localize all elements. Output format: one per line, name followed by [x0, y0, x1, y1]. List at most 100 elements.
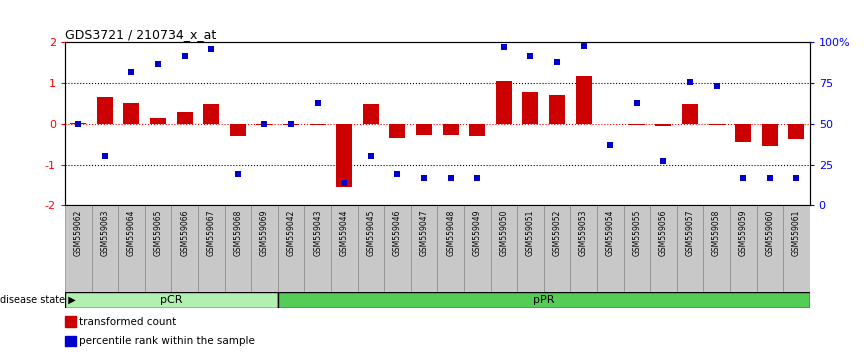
- Bar: [783, 205, 810, 292]
- Point: [337, 180, 351, 185]
- Bar: [204, 104, 219, 124]
- Text: GSM559053: GSM559053: [579, 210, 588, 256]
- Text: disease state ▶: disease state ▶: [0, 295, 75, 305]
- Bar: [336, 124, 352, 187]
- Text: GSM559057: GSM559057: [686, 210, 695, 256]
- Bar: [198, 205, 224, 292]
- Point: [630, 100, 643, 105]
- Point: [683, 79, 697, 84]
- Text: GSM559059: GSM559059: [739, 210, 747, 256]
- Bar: [363, 104, 378, 124]
- Bar: [92, 205, 118, 292]
- Bar: [757, 205, 783, 292]
- Bar: [256, 124, 273, 125]
- Bar: [150, 118, 166, 124]
- Point: [550, 59, 564, 65]
- Point: [98, 154, 112, 159]
- Point: [763, 175, 777, 181]
- Text: GSM559055: GSM559055: [632, 210, 642, 256]
- Text: GSM559047: GSM559047: [419, 210, 429, 256]
- Bar: [730, 205, 757, 292]
- Point: [284, 121, 298, 127]
- Point: [364, 154, 378, 159]
- Bar: [571, 205, 597, 292]
- Text: GSM559069: GSM559069: [260, 210, 269, 256]
- Bar: [229, 124, 246, 136]
- Point: [709, 84, 723, 89]
- Point: [736, 175, 750, 181]
- Bar: [656, 124, 671, 126]
- Point: [204, 46, 218, 52]
- Bar: [522, 92, 539, 124]
- Text: GSM559062: GSM559062: [74, 210, 83, 256]
- Point: [178, 53, 191, 58]
- Bar: [788, 124, 805, 139]
- Bar: [464, 205, 490, 292]
- Point: [231, 172, 245, 177]
- Point: [125, 69, 139, 75]
- Bar: [283, 124, 299, 125]
- Point: [497, 45, 511, 50]
- Text: GSM559061: GSM559061: [792, 210, 801, 256]
- Text: GSM559044: GSM559044: [339, 210, 349, 256]
- Text: GSM559060: GSM559060: [766, 210, 774, 256]
- Bar: [390, 124, 405, 138]
- Bar: [703, 205, 730, 292]
- Text: GSM559052: GSM559052: [553, 210, 561, 256]
- Bar: [496, 81, 512, 124]
- Text: GSM559046: GSM559046: [393, 210, 402, 256]
- Text: transformed count: transformed count: [79, 317, 176, 327]
- Bar: [576, 76, 591, 124]
- Text: GDS3721 / 210734_x_at: GDS3721 / 210734_x_at: [65, 28, 216, 41]
- Text: GSM559056: GSM559056: [659, 210, 668, 256]
- Text: GSM559042: GSM559042: [287, 210, 295, 256]
- Text: GSM559058: GSM559058: [712, 210, 721, 256]
- Bar: [416, 124, 432, 135]
- Bar: [437, 205, 464, 292]
- Text: GSM559065: GSM559065: [153, 210, 163, 256]
- Text: GSM559045: GSM559045: [366, 210, 375, 256]
- Bar: [65, 292, 278, 308]
- Text: GSM559064: GSM559064: [127, 210, 136, 256]
- Text: GSM559068: GSM559068: [233, 210, 242, 256]
- Text: GSM559054: GSM559054: [605, 210, 615, 256]
- Bar: [629, 124, 645, 125]
- Point: [443, 175, 457, 181]
- Bar: [304, 205, 331, 292]
- Text: GSM559048: GSM559048: [446, 210, 456, 256]
- Point: [151, 61, 165, 67]
- Bar: [118, 205, 145, 292]
- Text: pPR: pPR: [533, 295, 554, 305]
- Bar: [65, 205, 92, 292]
- Bar: [171, 205, 198, 292]
- Bar: [549, 96, 565, 124]
- Point: [790, 175, 804, 181]
- Text: GSM559063: GSM559063: [100, 210, 109, 256]
- Point: [391, 172, 404, 177]
- Bar: [597, 205, 624, 292]
- Bar: [70, 123, 87, 124]
- Point: [470, 175, 484, 181]
- Bar: [490, 205, 517, 292]
- Bar: [145, 205, 171, 292]
- Point: [523, 53, 537, 58]
- Point: [311, 100, 325, 105]
- Point: [577, 43, 591, 48]
- Bar: [278, 205, 304, 292]
- Bar: [676, 205, 703, 292]
- Point: [257, 121, 271, 127]
- Bar: [735, 124, 751, 142]
- Bar: [251, 205, 278, 292]
- Text: pCR: pCR: [160, 295, 183, 305]
- Bar: [124, 103, 139, 124]
- Bar: [544, 205, 571, 292]
- Point: [604, 142, 617, 148]
- Bar: [650, 205, 676, 292]
- Bar: [682, 104, 698, 124]
- Bar: [517, 205, 544, 292]
- Point: [656, 159, 670, 164]
- Bar: [385, 205, 410, 292]
- Bar: [708, 124, 725, 125]
- Point: [417, 175, 431, 181]
- Bar: [762, 124, 778, 146]
